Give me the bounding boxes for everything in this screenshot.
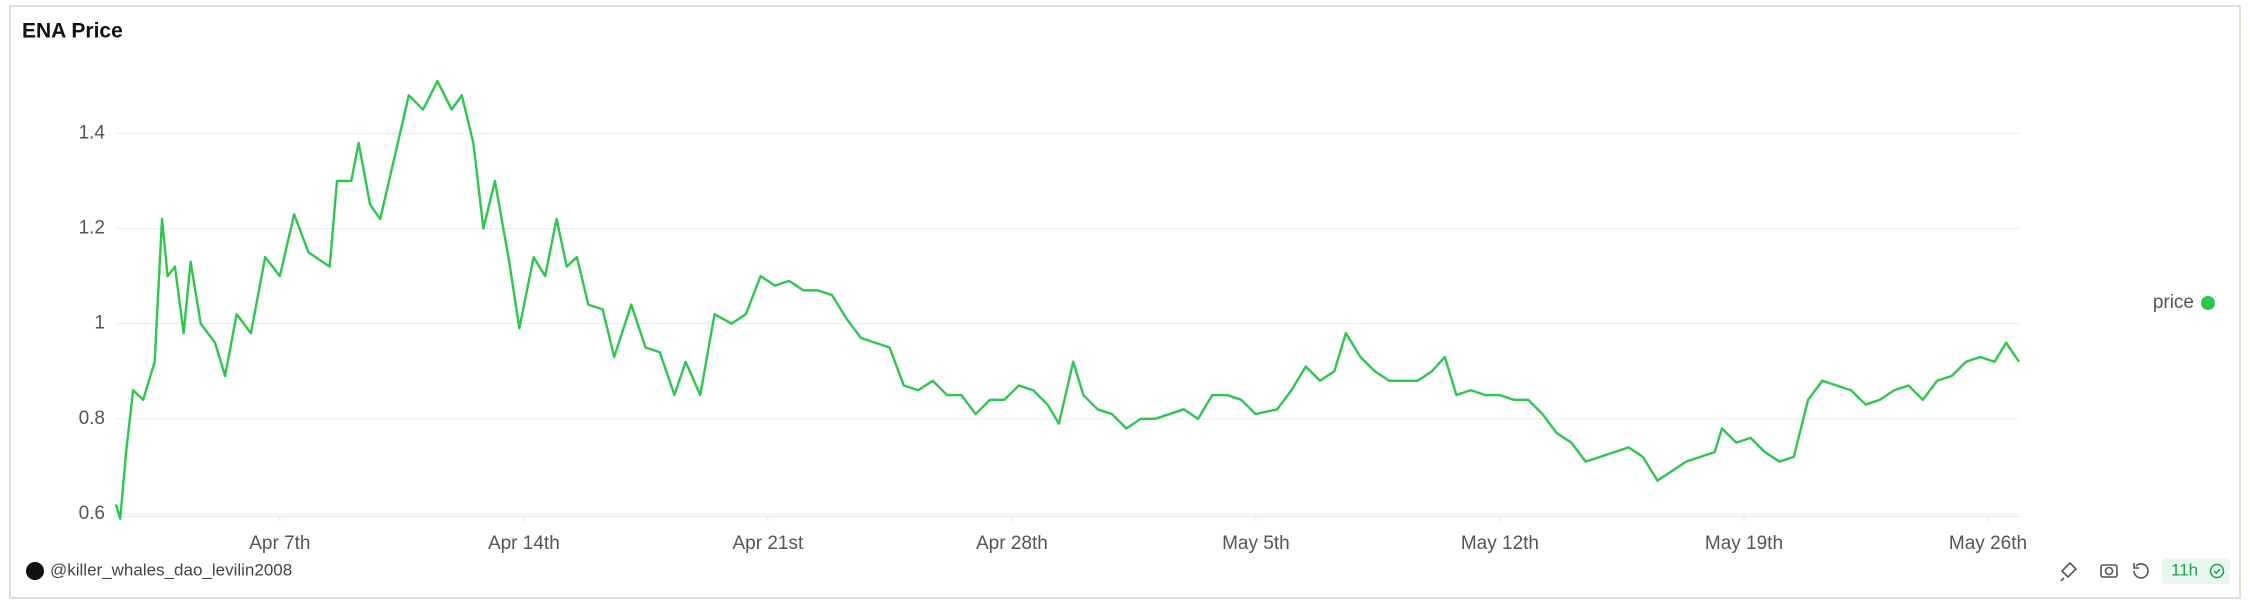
footer: @killer_whales_dao_levilin2008 11h (26, 558, 2230, 584)
legend-swatch (2201, 296, 2215, 310)
y-tick-label: 1 (94, 313, 105, 334)
y-tick-label: 0.8 (79, 408, 105, 429)
price-line (114, 79, 2020, 520)
x-tick-label: May 12th (1461, 533, 1539, 554)
chart-title: ENA Price (22, 20, 123, 43)
author-avatar (26, 562, 44, 580)
chart-frame (9, 5, 2241, 599)
refresh-badge[interactable] (2162, 558, 2230, 584)
refresh-ok-check (2213, 568, 2221, 575)
x-tick-label: May 5th (1222, 533, 1290, 554)
y-tick-label: 0.6 (79, 503, 105, 524)
refresh-age: 11h (2171, 560, 2198, 579)
x-tick-label: May 19th (1705, 533, 1783, 554)
embed-icon[interactable] (2060, 561, 2078, 582)
plot-area (114, 79, 2020, 520)
refresh-ok-icon (2209, 563, 2225, 579)
legend: price (2153, 292, 2215, 313)
grid: 0.6 0.8 1 1.2 1.4 Apr 7th Apr 14th Apr 21st Apr … (79, 122, 2027, 554)
screenshot-lens (2104, 566, 2114, 576)
x-tick-label: Apr 7th (249, 533, 310, 554)
x-tick-label: May 26th (1949, 533, 2027, 554)
refresh-icon[interactable] (2133, 563, 2149, 579)
y-tick-label: 1.4 (79, 122, 106, 143)
screenshot-icon[interactable] (2100, 564, 2118, 578)
legend-label: price (2153, 292, 2194, 313)
footer-icons (2060, 561, 2149, 582)
x-tick-label: Apr 28th (976, 533, 1048, 554)
x-tick-label: Apr 14th (488, 533, 560, 554)
x-tick-label: Apr 21st (732, 533, 803, 554)
y-tick-label: 1.2 (79, 218, 105, 239)
author-name[interactable]: @killer_whales_dao_levilin2008 (50, 560, 292, 579)
